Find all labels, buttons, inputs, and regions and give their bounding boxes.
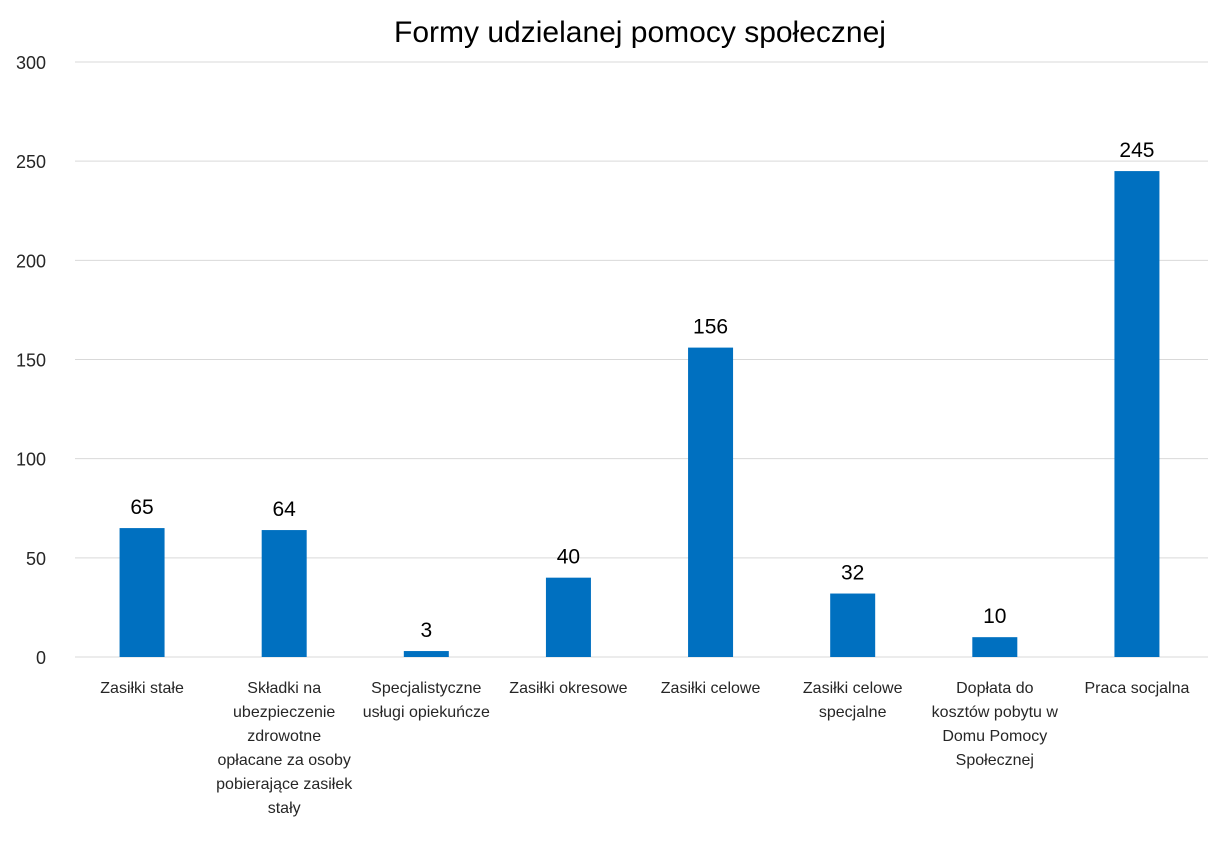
x-tick-label: Zasiłki celowe [661,680,761,697]
bar [119,528,165,657]
x-tick-label: Specjalistyczne usługi opiekuńcze [363,680,490,721]
y-tick-label: 150 [16,351,46,371]
data-label: 64 [273,498,297,521]
x-tick-label: Zasiłki stałe [100,680,184,697]
chart-title: Formy udzielanej pomocy społecznej [394,16,886,49]
bar [830,593,876,657]
bar [261,530,307,657]
x-tick-label: Praca socjalna [1084,680,1189,697]
data-label: 65 [130,496,153,519]
y-tick-label: 250 [16,152,46,172]
y-tick-label: 0 [36,648,46,668]
y-tick-label: 200 [16,251,46,271]
x-tick-label: Zasiłki okresowe [509,680,627,697]
y-tick-label: 50 [26,549,46,569]
data-label: 10 [983,605,1006,628]
bar [1114,171,1160,658]
bar [545,577,591,657]
y-tick-label: 300 [16,53,46,73]
data-label: 3 [420,619,432,642]
x-tick-label: Zasiłki celowe specjalne [803,680,903,721]
data-label: 245 [1119,139,1154,162]
bar [688,347,734,657]
data-label: 40 [557,546,580,569]
x-tick-label: Składki na ubezpieczenie zdrowotne opłacane… [216,680,353,817]
bar [403,651,449,657]
data-label: 32 [841,562,864,585]
bar [972,637,1018,657]
data-label: 156 [693,316,728,339]
y-tick-label: 100 [16,450,46,470]
x-tick-label: Dopłata do kosztów pobytu w Domu Pomocy Spo… [932,680,1059,769]
